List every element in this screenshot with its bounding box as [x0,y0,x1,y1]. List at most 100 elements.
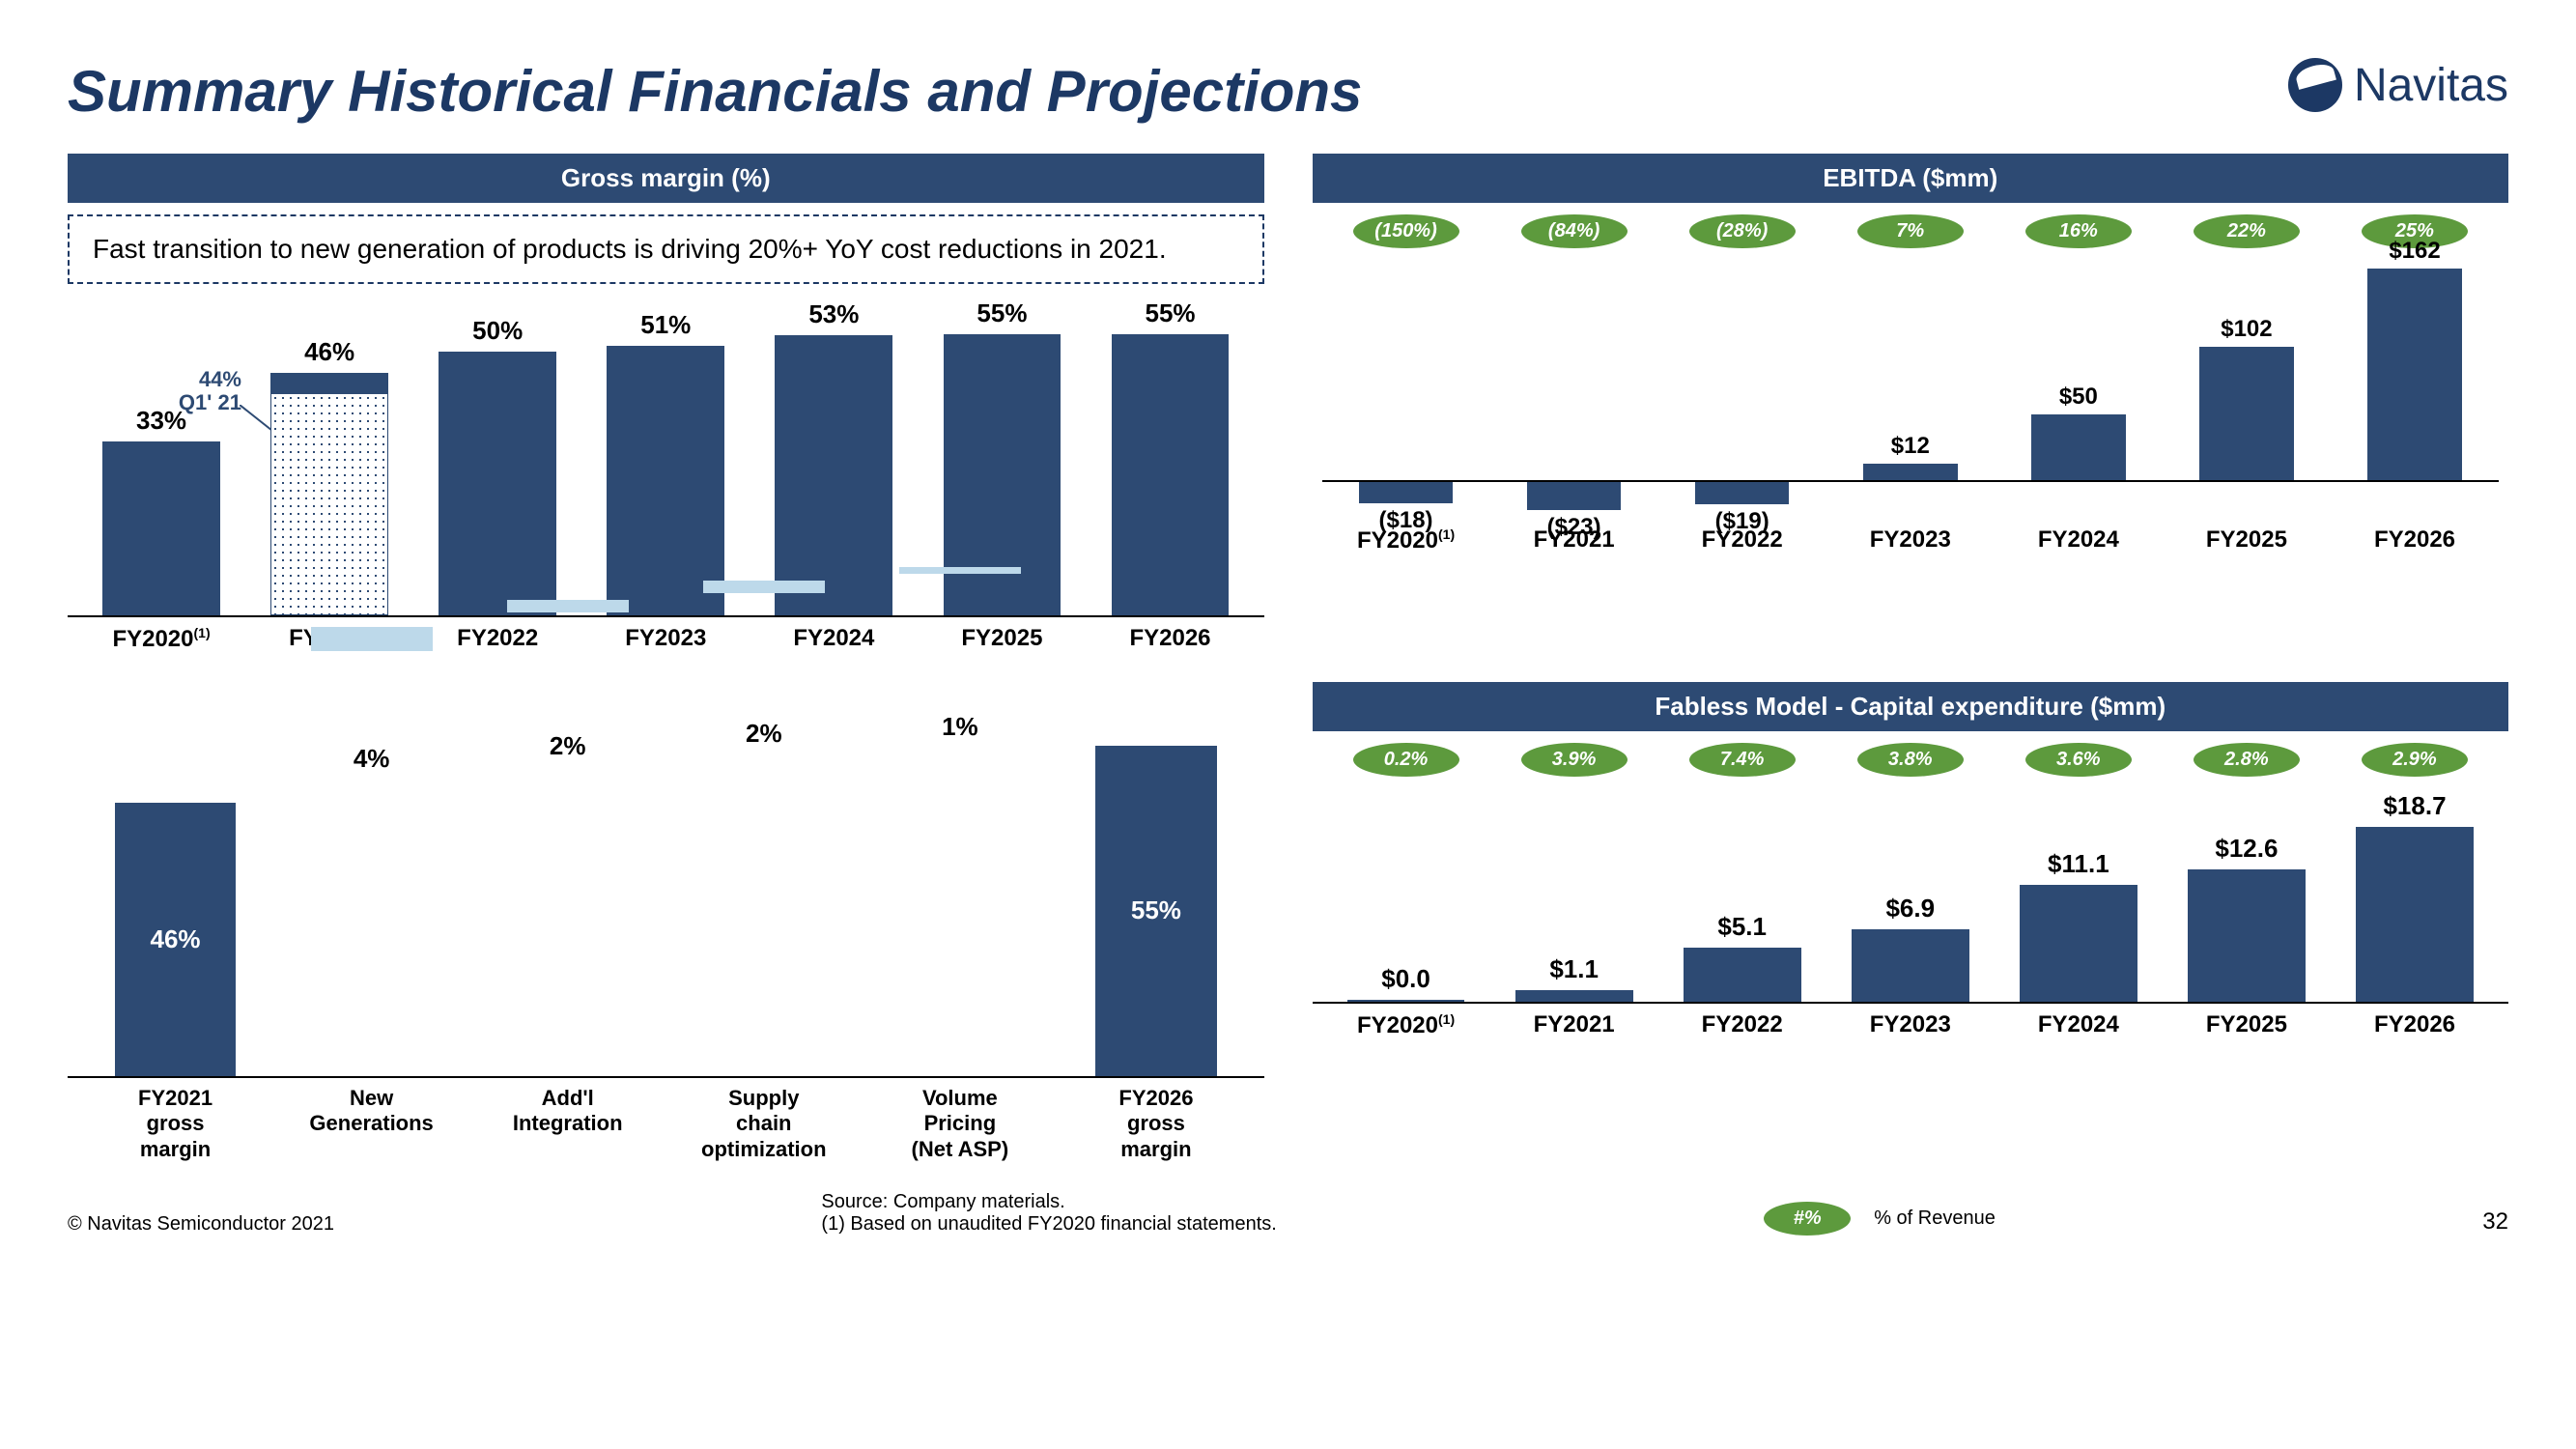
ebitda-bar [1863,464,1957,479]
wf-x-label: Add'l Integration [469,1086,665,1162]
gm-bar [102,441,220,615]
gm-x-label: FY2024 [750,625,918,653]
wf-bar [899,567,1021,574]
capex-pills-row: 0.2%3.9%7.4%3.8%3.6%2.8%2.9% [1313,743,2509,777]
ebitda-section: EBITDA ($mm) (150%)(84%)(28%)7%16%22%25%… [1313,154,2509,653]
ebitda-pill: (84%) [1521,214,1628,248]
ebitda-x-label: FY2025 [2163,526,2331,554]
wf-col: 4% [273,721,469,1076]
gm-bar-label: 51% [640,310,691,340]
gross-margin-chart: 44% Q1' 21 33%46%50%51%53%55%55% [68,298,1264,617]
capex-bar-col: $12.6 [2163,791,2331,1002]
gm-bar [1112,334,1230,615]
gm-x-label: FY2023 [581,625,750,653]
wf-bar: 46% [115,803,237,1076]
capex-bar-col: $1.1 [1490,791,1658,1002]
wf-x-label: Supply chain optimization [665,1086,862,1162]
capex-bar [1515,990,1633,1002]
gm-x-label: FY2026 [1086,625,1254,653]
gm-bar [775,335,892,615]
ebitda-pills-row: (150%)(84%)(28%)7%16%22%25% [1313,214,2509,248]
wf-x-label: Volume Pricing (Net ASP) [862,1086,1058,1162]
capex-bar [1684,948,1801,1002]
gm-bar-col: 53% [750,298,918,615]
capex-bar-label: $0.0 [1381,964,1430,994]
capex-x-label: FY2026 [2331,1011,2499,1039]
capex-bar [2020,885,2137,1002]
capex-bar [2356,827,2474,1002]
ebitda-bar-label: ($23) [1490,514,1658,541]
legend-pill: #% [1764,1202,1851,1236]
wf-bar [703,581,825,593]
legend: #% % of Revenue [1764,1202,1996,1236]
capex-bar-label: $11.1 [2048,849,2109,879]
gm-bar-label: 53% [808,299,859,329]
logo-icon [2288,58,2342,112]
wf-x-label: FY2026 gross margin [1058,1086,1254,1162]
capex-bar-label: $12.6 [2215,834,2278,864]
gm-x-label: FY2020(1) [77,625,245,653]
gm-bar-label: 55% [1145,298,1195,328]
capex-pill: 2.9% [2362,743,2468,777]
wf-bar [507,600,629,612]
ebitda-bar-label: $50 [1995,384,2163,411]
capex-bar-col: $0.0 [1322,791,1490,1002]
ebitda-pill: 16% [2025,214,2132,248]
ebitda-pill: 22% [2194,214,2300,248]
wf-step-label: 2% [665,719,862,749]
legend-text: % of Revenue [1874,1208,1996,1230]
wf-col: 2% [665,721,862,1076]
ebitda-bar [1359,480,1453,503]
ebitda-bar-label: $102 [2163,316,2331,343]
wf-col: 55% [1058,721,1254,1076]
capex-pill: 3.9% [1521,743,1628,777]
ebitda-x-label: FY2023 [1826,526,1995,554]
ebitda-pill: 7% [1857,214,1964,248]
logo-text: Navitas [2354,59,2508,112]
capex-x-label: FY2023 [1826,1011,1995,1039]
gm-bar [607,346,724,615]
capex-x-label: FY2020(1) [1322,1011,1490,1039]
capex-section: Fabless Model - Capital expenditure ($mm… [1313,682,2509,1162]
wf-x-label: New Generations [273,1086,469,1162]
waterfall-chart: 46%4%2%2%1%55% [68,721,1264,1078]
capex-pill: 7.4% [1689,743,1796,777]
capex-x-label: FY2025 [2163,1011,2331,1039]
gm-bar-label: 50% [472,316,523,346]
gross-margin-header: Gross margin (%) [68,154,1264,203]
wf-step-label: 1% [862,712,1058,742]
ebitda-x-label: FY2026 [2331,526,2499,554]
capex-x-label: FY2024 [1995,1011,2163,1039]
ebitda-bar-label: $12 [1826,433,1995,460]
capex-chart: $0.0$1.1$5.1$6.9$11.1$12.6$18.7 [1313,791,2509,1004]
capex-bar-col: $18.7 [2331,791,2499,1002]
ebitda-bar [2367,269,2461,480]
wf-col: 2% [469,721,665,1076]
ebitda-chart: ($18)($23)($19)$12$50$102$162 [1313,258,2509,519]
ebitda-bar [1695,480,1789,505]
ebitda-bar-label: ($18) [1322,507,1490,534]
capex-pill: 2.8% [2194,743,2300,777]
capex-header: Fabless Model - Capital expenditure ($mm… [1313,682,2509,731]
gm-x-label: FY2022 [413,625,581,653]
gm-bar-col: 46% [245,298,413,615]
wf-col: 1% [862,721,1058,1076]
gross-margin-section: Gross margin (%) Fast transition to new … [68,154,1264,653]
capex-x-label: FY2022 [1658,1011,1826,1039]
gm-x-label: FY2025 [918,625,1086,653]
waterfall-section: 46%4%2%2%1%55% FY2021 gross marginNew Ge… [68,682,1264,1162]
ebitda-header: EBITDA ($mm) [1313,154,2509,203]
source-note: Source: Company materials. [821,1191,1276,1213]
capex-bar-label: $6.9 [1885,894,1935,923]
gm-bar-label: 33% [136,406,186,436]
logo: Navitas [2288,58,2508,112]
wf-bar-value: 55% [1131,895,1181,925]
capex-pill: 3.8% [1857,743,1964,777]
gross-margin-callout: Fast transition to new generation of pro… [68,214,1264,284]
ebitda-bar-label: ($19) [1658,508,1826,535]
capex-bar [1347,1000,1465,1002]
capex-bar [2188,869,2306,1002]
copyright: © Navitas Semiconductor 2021 [68,1213,334,1236]
capex-bar-col: $11.1 [1995,791,2163,1002]
wf-bar-value: 46% [151,924,201,954]
